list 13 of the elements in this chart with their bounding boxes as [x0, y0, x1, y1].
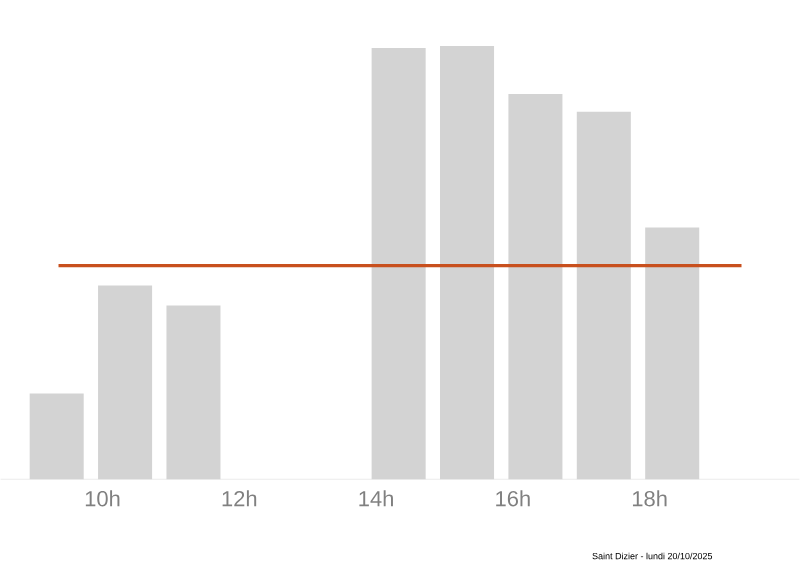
x-tick-label: 12h — [222, 490, 257, 507]
bar — [166, 305, 221, 480]
bar — [371, 48, 426, 480]
x-tick-label: 16h — [496, 490, 530, 507]
x-tick-label: 10h — [85, 490, 120, 507]
bar — [645, 227, 700, 480]
x-tick-label: 14h — [359, 490, 393, 507]
bar — [98, 286, 153, 480]
x-tick-label: 18h — [632, 490, 667, 507]
bar — [440, 46, 495, 480]
bar — [29, 393, 84, 480]
bar — [508, 94, 563, 480]
bar — [576, 112, 631, 480]
